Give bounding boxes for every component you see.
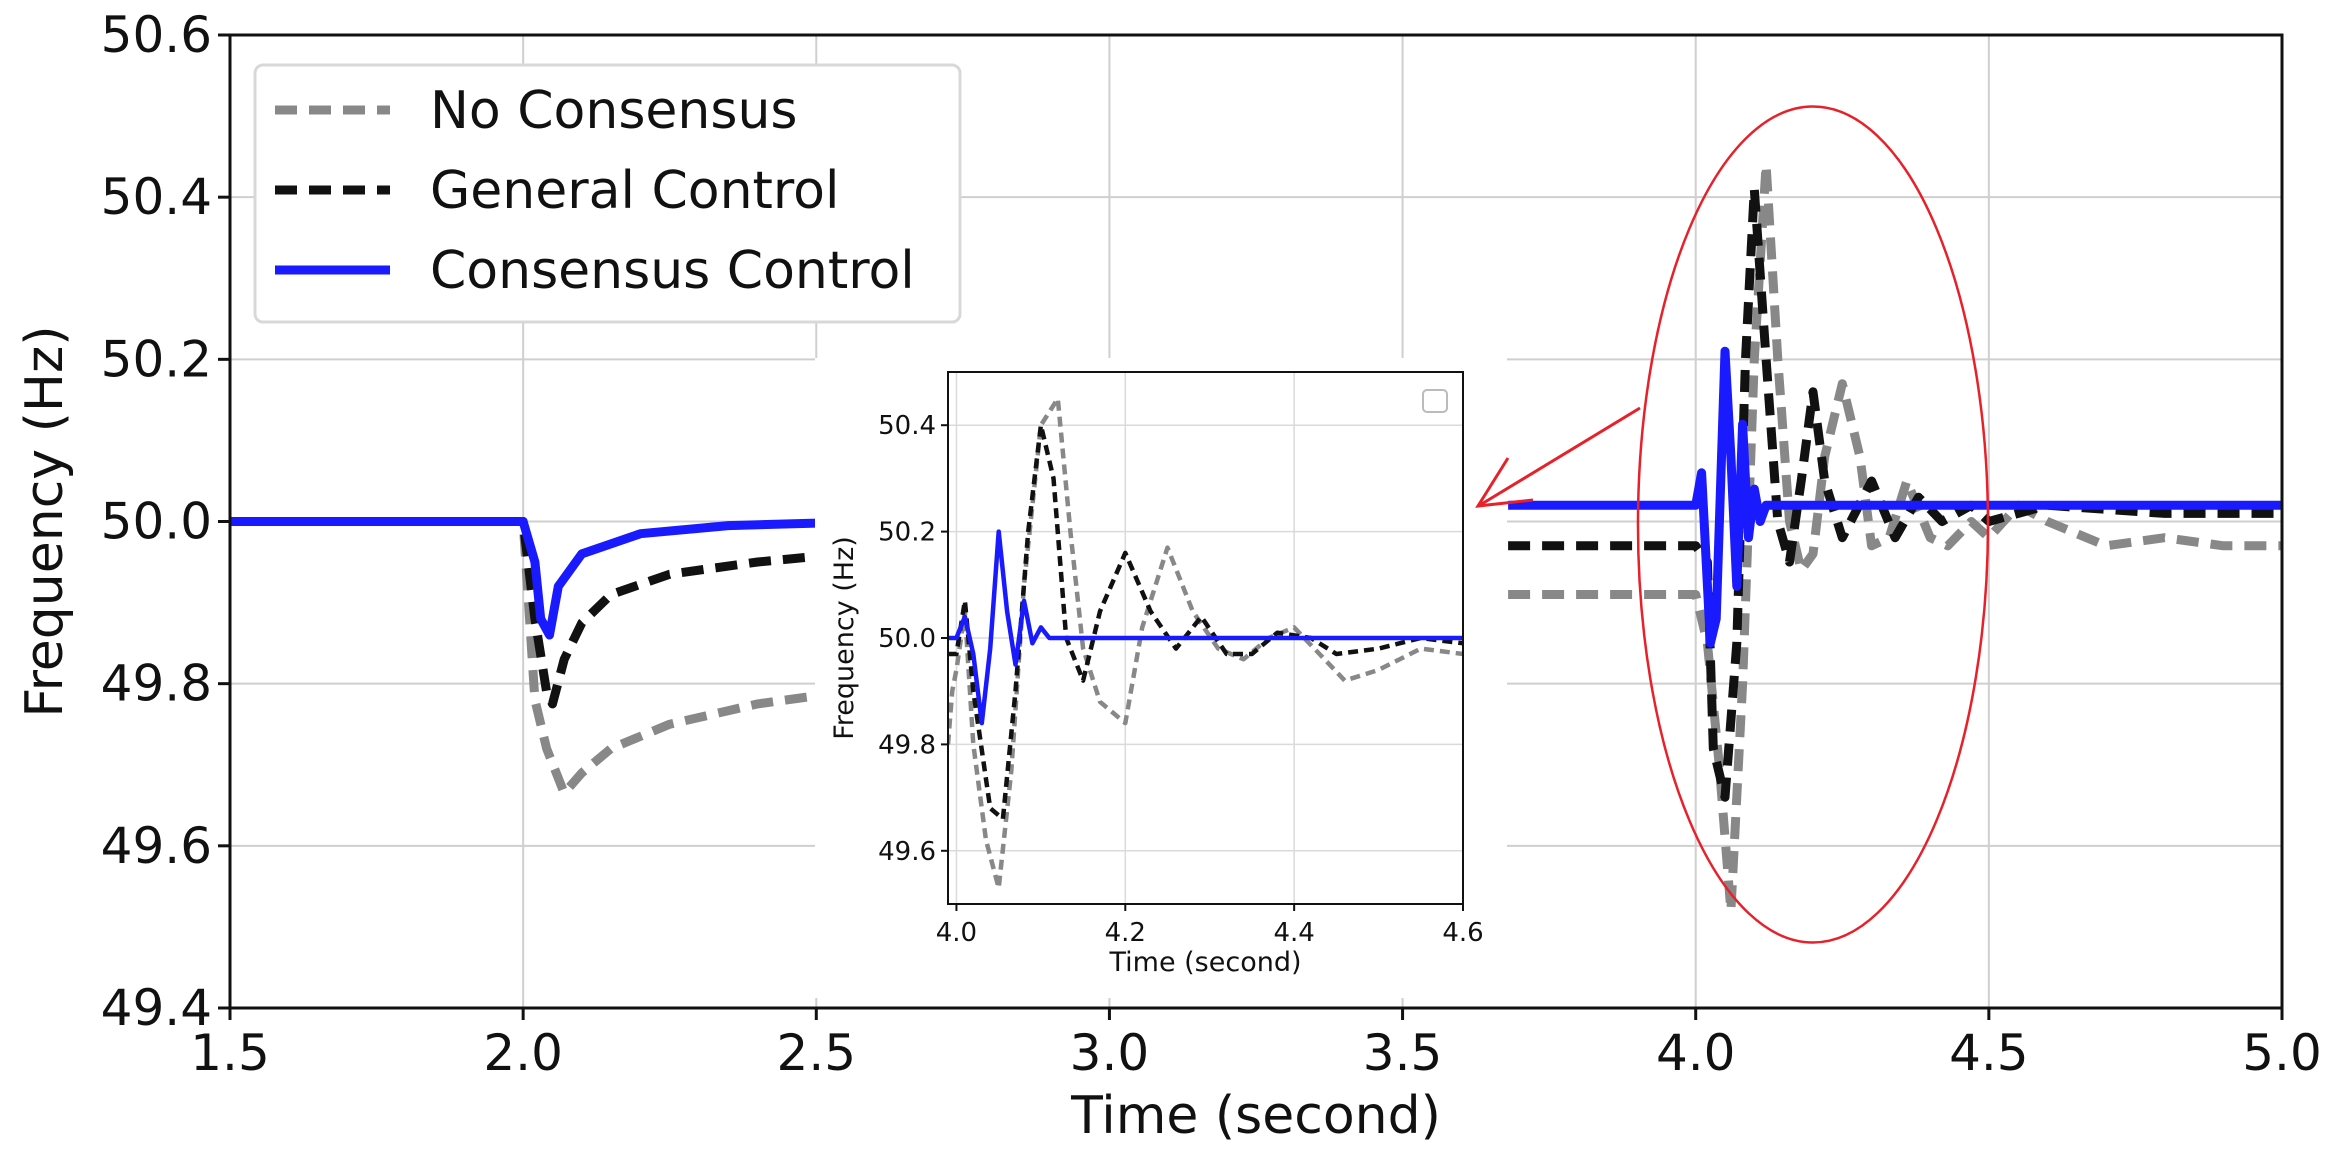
inset-chart: 4.0 4.2 4.4 4.6 49.6 49.8 50.0 50.2 50.4 Time (se…: [815, 358, 1507, 998]
main-y-axis-label: Frequency (Hz): [15, 325, 75, 717]
main-plot-area: [230, 160, 2282, 916]
main-x-axis-label: Time (second): [1070, 1086, 1441, 1146]
main-y-tick-label: 50.0: [101, 493, 212, 551]
legend: No Consensus General Control Consensus Con…: [253, 63, 962, 324]
main-x-tick-label: 3.5: [1363, 1024, 1443, 1082]
legend-label: No Consensus: [430, 81, 798, 141]
inset-y-tick-label: 50.4: [878, 411, 936, 441]
main-y-tick-label: 49.4: [101, 979, 212, 1037]
inset-x-tick-label: 4.2: [1105, 918, 1146, 948]
main-x-tick-label: 2.0: [483, 1024, 563, 1082]
inset-y-tick-label: 50.2: [878, 518, 936, 548]
inset-y-tick-label: 49.8: [878, 730, 936, 760]
inset-y-tick-label: 49.6: [878, 837, 936, 867]
inset-y-tick-label: 50.0: [878, 624, 936, 654]
main-x-tick-label: 2.5: [777, 1024, 857, 1082]
inset-series-line-consensus-control: [948, 529, 1463, 726]
inset-plot-area: [948, 396, 1463, 891]
legend-label: General Control: [430, 161, 839, 221]
main-y-tick-label: 50.4: [101, 168, 212, 226]
legend-box: [253, 63, 962, 324]
main-y-tick-label: 50.2: [101, 330, 212, 388]
annotations: [1475, 105, 1990, 944]
main-y-tick-label: 49.6: [101, 817, 212, 875]
main-x-tick-label: 4.5: [1949, 1024, 2029, 1082]
highlight-ellipse: [1636, 105, 1990, 944]
main-tick-labels: 1.5 2.0 2.5 3.0 3.5 4.0 4.5 5.0 49.4 49.6 49.8 50.0…: [101, 6, 2322, 1082]
legend-label: Consensus Control: [430, 241, 915, 301]
main-series-line-consensus-control: [230, 346, 2282, 648]
inset-x-tick-label: 4.6: [1442, 918, 1483, 948]
inset-empty-legend-box: [1422, 389, 1448, 413]
arrow-head: [1475, 457, 1534, 508]
inset-background: [815, 358, 1507, 998]
main-x-tick-label: 4.0: [1656, 1024, 1736, 1082]
main-x-tick-label: 3.0: [1070, 1024, 1150, 1082]
arrow-shaft: [1479, 406, 1641, 507]
inset-x-tick-label: 4.4: [1273, 918, 1314, 948]
inset-series-line-no-consensus: [948, 396, 1463, 891]
main-y-tick-label: 50.6: [101, 6, 212, 64]
inset-y-axis-label: Frequency (Hz): [829, 536, 860, 740]
main-x-tick-label: 1.5: [190, 1024, 270, 1082]
main-y-tick-label: 49.8: [101, 655, 212, 713]
inset-x-axis-label: Time (second): [1108, 947, 1301, 978]
main-x-tick-label: 5.0: [2242, 1024, 2322, 1082]
inset-x-tick-label: 4.0: [936, 918, 977, 948]
